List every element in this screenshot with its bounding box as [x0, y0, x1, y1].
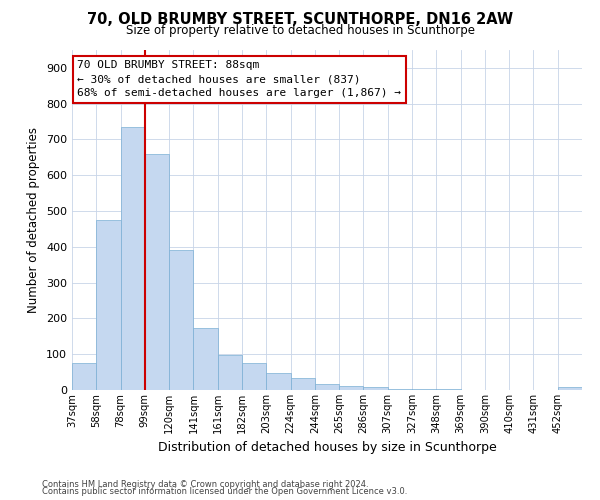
- Bar: [412, 389, 436, 390]
- X-axis label: Distribution of detached houses by size in Scunthorpe: Distribution of detached houses by size …: [158, 442, 496, 454]
- Text: 70, OLD BRUMBY STREET, SCUNTHORPE, DN16 2AW: 70, OLD BRUMBY STREET, SCUNTHORPE, DN16 …: [87, 12, 513, 28]
- Bar: [364, 387, 388, 390]
- Bar: [290, 378, 315, 390]
- Bar: [266, 373, 290, 390]
- Text: Contains HM Land Registry data © Crown copyright and database right 2024.: Contains HM Land Registry data © Crown c…: [42, 480, 368, 489]
- Bar: [388, 389, 412, 390]
- Y-axis label: Number of detached properties: Number of detached properties: [28, 127, 40, 313]
- Bar: [145, 154, 169, 390]
- Bar: [242, 363, 266, 390]
- Bar: [121, 127, 145, 390]
- Bar: [558, 387, 582, 390]
- Bar: [218, 356, 242, 390]
- Bar: [169, 250, 193, 390]
- Text: Contains public sector information licensed under the Open Government Licence v3: Contains public sector information licen…: [42, 487, 407, 496]
- Bar: [315, 384, 339, 390]
- Bar: [72, 363, 96, 390]
- Text: 70 OLD BRUMBY STREET: 88sqm
← 30% of detached houses are smaller (837)
68% of se: 70 OLD BRUMBY STREET: 88sqm ← 30% of det…: [77, 60, 401, 98]
- Bar: [339, 386, 364, 390]
- Bar: [96, 220, 121, 390]
- Bar: [193, 328, 218, 390]
- Text: Size of property relative to detached houses in Scunthorpe: Size of property relative to detached ho…: [125, 24, 475, 37]
